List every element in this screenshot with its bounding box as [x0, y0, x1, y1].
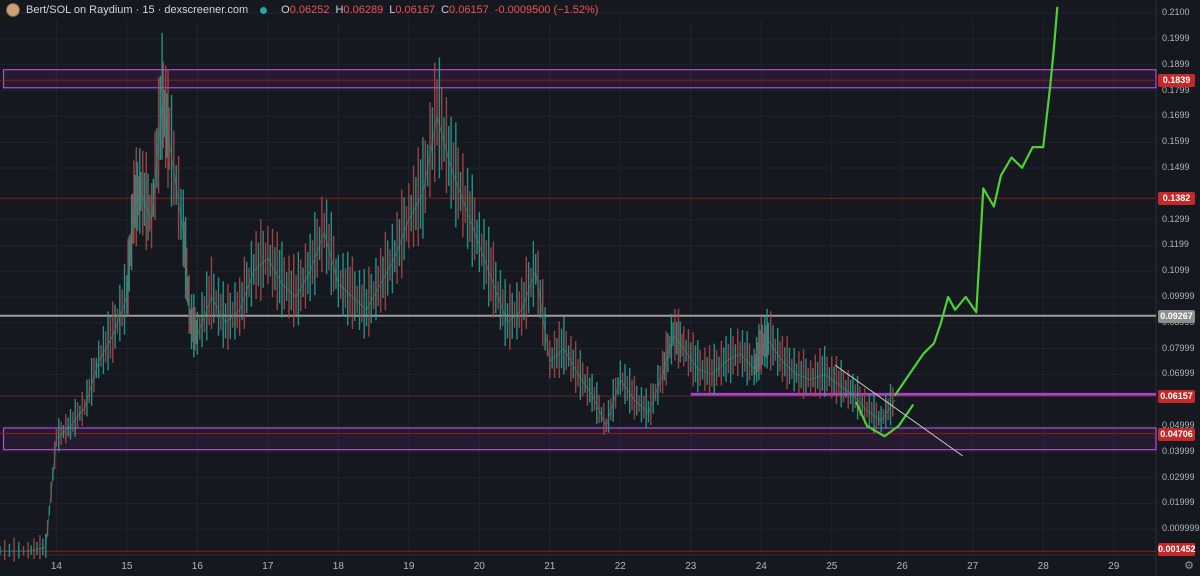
y-tick-label: 0.1099 — [1162, 265, 1190, 276]
x-tick-label: 25 — [826, 561, 838, 572]
x-tick-label: 18 — [332, 561, 344, 572]
y-tick-label: 0.1699 — [1162, 110, 1190, 121]
market-status-icon — [260, 6, 268, 14]
price-level-tag: 0.1382 — [1158, 192, 1195, 206]
x-tick-label: 29 — [1108, 561, 1120, 572]
y-tick-label: 0.009999 — [1162, 523, 1200, 534]
y-tick-label: 0.2100 — [1162, 6, 1190, 17]
x-tick-label: 28 — [1037, 561, 1049, 572]
x-tick-label: 23 — [685, 561, 697, 572]
close-value: 0.06157 — [449, 4, 489, 16]
x-tick-label: 27 — [967, 561, 979, 572]
y-tick-label: 0.1799 — [1162, 84, 1190, 95]
high-label: H — [335, 4, 344, 16]
y-tick-label: 0.1999 — [1162, 32, 1190, 43]
price-level-tag: 0.04706 — [1158, 427, 1195, 441]
close-label: C — [441, 4, 450, 16]
y-tick-label: 0.03999 — [1162, 445, 1195, 456]
price-level-tag: 0.09267 — [1158, 309, 1195, 323]
x-tick-label: 20 — [473, 561, 485, 572]
high-value: 0.06289 — [343, 4, 384, 16]
x-tick-label: 15 — [121, 561, 133, 572]
x-tick-label: 14 — [50, 561, 62, 572]
price-level-tag: 0.001452 — [1158, 543, 1196, 556]
open-label: O — [281, 4, 290, 16]
y-tick-label: 0.1899 — [1162, 58, 1190, 69]
bottom-arc-line — [855, 401, 914, 438]
low-label: L — [389, 4, 396, 16]
y-tick-label: 0.02999 — [1162, 471, 1195, 482]
x-tick-label: 16 — [191, 561, 203, 572]
y-tick-label: 0.1599 — [1162, 136, 1190, 147]
y-tick-label: 0.09999 — [1162, 290, 1195, 301]
token-logo-icon — [6, 3, 20, 17]
y-tick-label: 0.06999 — [1162, 368, 1195, 379]
x-tick-label: 17 — [262, 561, 274, 572]
price-series-line — [0, 103, 896, 552]
chart-header: Bert/SOL on Raydium · 15 · dexscreener.c… — [0, 0, 598, 20]
trendline-line — [834, 364, 963, 457]
projection-line — [894, 6, 1059, 397]
open-value: 0.06252 — [289, 4, 330, 16]
low-value: 0.06167 — [395, 4, 436, 16]
y-tick-label: 0.04999 — [1162, 419, 1195, 430]
zone-box — [2, 69, 1157, 89]
price-level-tag: 0.06157 — [1158, 390, 1195, 404]
y-tick-label: 0.1299 — [1162, 213, 1190, 224]
x-tick-label: 24 — [755, 561, 767, 572]
x-tick-label: 21 — [544, 561, 556, 572]
change-value: -0.0009500 (−1.52%) — [494, 4, 599, 16]
x-tick-label: 26 — [896, 561, 908, 572]
y-tick-label: 0.1499 — [1162, 162, 1190, 173]
price-level-tag: 0.1839 — [1158, 74, 1195, 88]
y-tick-label: 0.1199 — [1162, 239, 1189, 250]
zone-box — [2, 427, 1157, 451]
x-tick-label: 19 — [403, 561, 415, 572]
x-tick-label: 22 — [614, 561, 626, 572]
settings-gear-icon[interactable]: ⚙ — [1184, 560, 1194, 572]
y-tick-label: 0.07999 — [1162, 342, 1195, 353]
symbol-title: Bert/SOL on Raydium · 15 · dexscreener.c… — [26, 4, 249, 16]
y-tick-label: 0.01999 — [1162, 497, 1195, 508]
